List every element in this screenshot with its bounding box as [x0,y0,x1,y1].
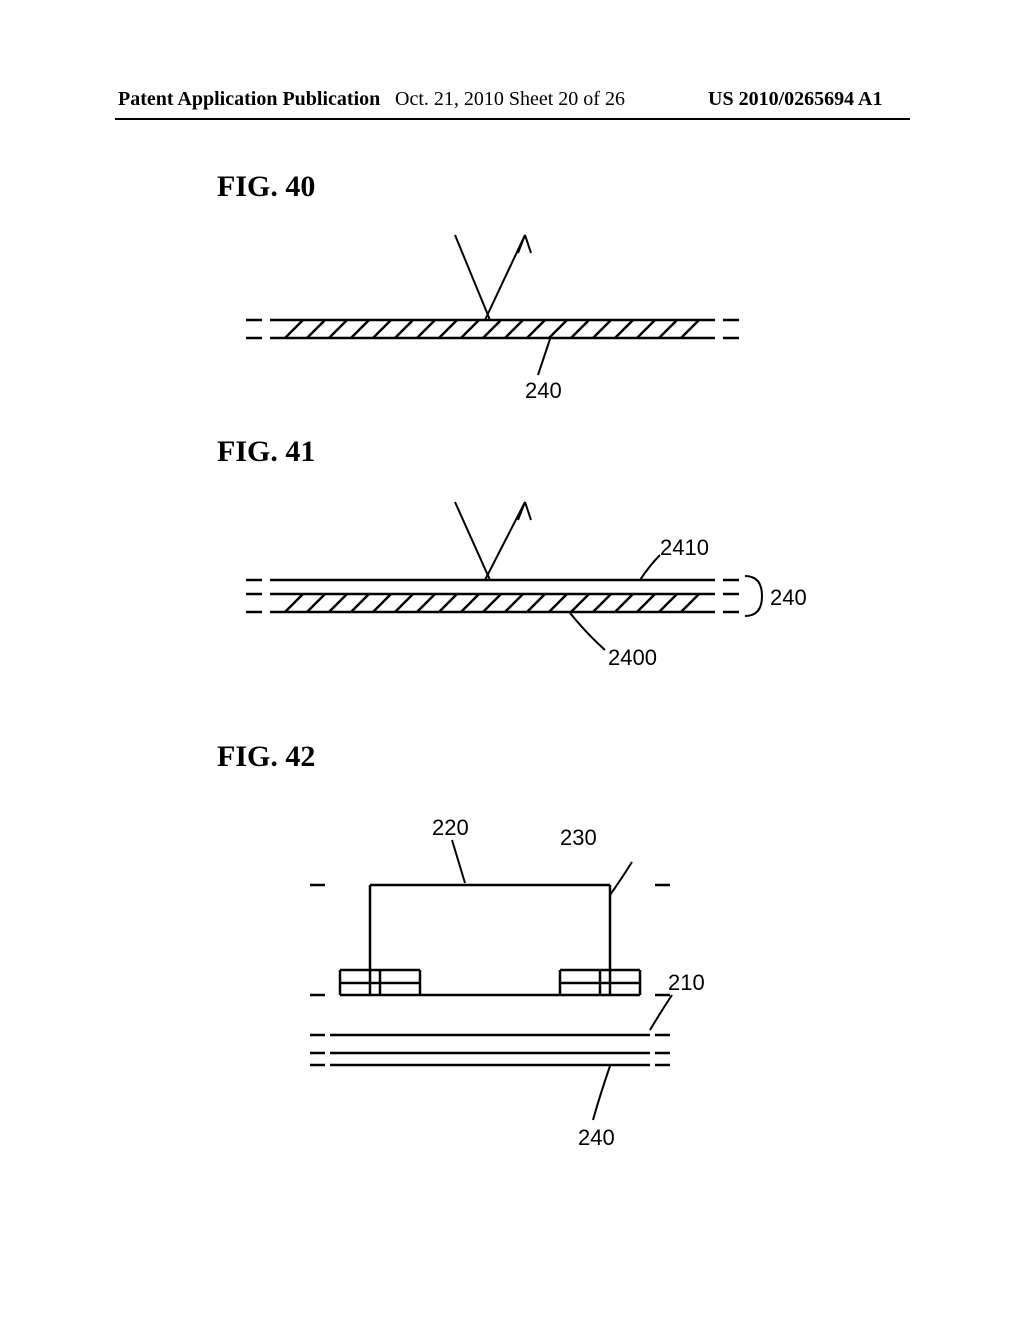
fig40-label: FIG. 40 [217,170,315,204]
fig42-ref-220: 220 [432,815,469,841]
fig40-diagram [210,220,800,400]
fig41-diagram [210,490,860,700]
fig41-ref-240: 240 [770,585,807,611]
fig42-ref-230: 230 [560,825,597,851]
header-right: US 2010/0265694 A1 [708,88,882,111]
fig41-ref-2400: 2400 [608,645,657,671]
header-divider [115,118,910,120]
fig42-label: FIG. 42 [217,740,315,774]
page: Patent Application Publication Oct. 21, … [0,0,1024,1320]
fig42-ref-210: 210 [668,970,705,996]
fig41-ref-2410: 2410 [660,535,709,561]
header-mid: Oct. 21, 2010 Sheet 20 of 26 [395,88,625,111]
fig42-ref-240: 240 [578,1125,615,1151]
header-left: Patent Application Publication [118,88,380,111]
fig40-ref-240: 240 [525,378,562,404]
fig41-label: FIG. 41 [217,435,315,469]
